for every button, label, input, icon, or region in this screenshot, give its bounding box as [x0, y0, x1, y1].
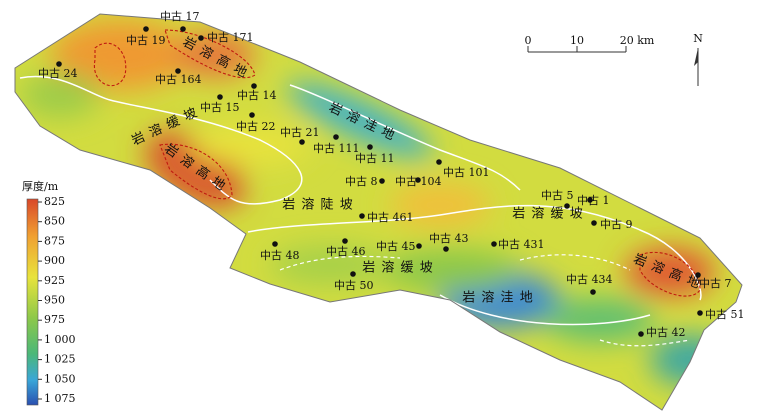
contours-dashed: [279, 254, 691, 347]
well-label: 中古 111: [313, 142, 360, 155]
well-label: 中古 7: [699, 277, 732, 290]
well: [143, 26, 149, 32]
well-label: 中古 21: [280, 126, 320, 139]
well-label: 中古 17: [160, 10, 200, 23]
well: [198, 35, 204, 41]
well: [695, 272, 701, 278]
well: [56, 61, 62, 67]
region-label: 岩 溶 缓 坡: [512, 207, 583, 222]
well-label: 中古 8: [345, 175, 378, 188]
well: [333, 134, 339, 140]
scale-label: 0: [525, 34, 532, 47]
well: [342, 238, 348, 244]
well: [299, 139, 305, 145]
legend-bar: [26, 198, 39, 406]
well-label: 中古 14: [237, 89, 277, 102]
well-label: 中古 46: [326, 245, 366, 258]
well-label: 中古 24: [38, 67, 78, 80]
well: [590, 289, 596, 295]
north-label: N: [693, 32, 703, 45]
well-label: 中古 11: [355, 152, 395, 165]
well: [249, 112, 255, 118]
well: [591, 220, 597, 226]
well: [251, 83, 257, 89]
well: [217, 94, 223, 100]
well: [175, 68, 181, 74]
legend-tick-label: 1 050: [44, 372, 76, 385]
well: [416, 243, 422, 249]
well-label: 中古 431: [498, 238, 545, 251]
legend-tick-label: 1 025: [44, 353, 76, 366]
legend-tick-label: 900: [44, 254, 65, 267]
well: [272, 241, 278, 247]
well-label: 中古 19: [126, 34, 166, 47]
well-label: 中古 1: [577, 194, 610, 207]
well-label: 中古 461: [367, 211, 414, 224]
high-contours: [93, 29, 701, 297]
well-label: 中古 104: [395, 175, 442, 188]
well: [350, 271, 356, 277]
well-label: 中古 22: [236, 120, 276, 133]
well: [491, 241, 497, 247]
legend-tick-label: 1 075: [44, 392, 76, 405]
well-label: 中古 15: [200, 101, 240, 114]
legend-tick-label: 850: [44, 215, 65, 228]
legend-tick-label: 825: [44, 195, 65, 208]
region-label: 岩 溶 洼 地: [462, 291, 533, 306]
well: [697, 310, 703, 316]
well-label: 中古 48: [260, 249, 300, 262]
well-label: 中古 9: [600, 218, 633, 231]
well: [564, 203, 570, 209]
region-label: 岩 溶 陡 坡: [282, 198, 353, 213]
contours: [19, 75, 702, 326]
well-label: 中古 171: [207, 31, 254, 44]
legend-tick-label: 875: [44, 234, 65, 247]
well-label: 中古 42: [646, 326, 686, 339]
well: [436, 159, 442, 165]
well: [443, 246, 449, 252]
well: [359, 213, 365, 219]
well: [367, 144, 373, 150]
well-label: 中古 101: [443, 166, 490, 179]
legend-tick-label: 925: [44, 274, 65, 287]
legend: 825 850 875 900 925 950 975 1 000 1 025 1 050 1 07…: [38, 195, 76, 405]
region-label: 岩 溶 缓 坡: [362, 261, 433, 276]
legend-tick-label: 950: [44, 294, 65, 307]
scale-label: 10: [570, 34, 584, 47]
well: [415, 177, 421, 183]
scale-label: 20 km: [620, 34, 655, 47]
legend-tick-label: 1 000: [44, 333, 76, 346]
well: [587, 197, 593, 203]
well-label: 中古 5: [541, 189, 574, 202]
well-label: 中古 164: [155, 73, 202, 86]
well-label: 中古 45: [376, 240, 416, 253]
scale-bar: [527, 46, 627, 53]
well: [638, 331, 644, 337]
well-label: 中古 434: [566, 273, 613, 286]
well: [379, 178, 385, 184]
north-arrow: [694, 48, 699, 86]
legend-title: 厚度/m: [22, 179, 59, 193]
legend-tick-label: 975: [44, 313, 65, 326]
well-label: 中古 43: [429, 232, 469, 245]
well-label: 中古 51: [705, 308, 745, 321]
well: [180, 26, 186, 32]
well-label: 中古 50: [334, 279, 374, 292]
